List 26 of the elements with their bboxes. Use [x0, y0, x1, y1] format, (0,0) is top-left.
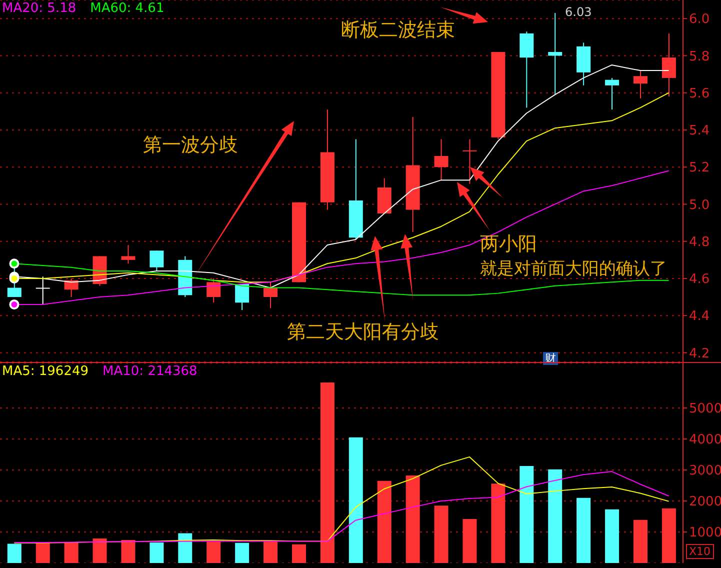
text: MA20: 5.18: [2, 1, 76, 16]
y-tick-label: 5.2: [689, 160, 710, 176]
annotation: 第一波分歧: [143, 134, 238, 157]
y-tick-label: 5.0: [689, 198, 710, 213]
annotation: 6.03: [565, 5, 592, 20]
annotation: 两小阳: [480, 233, 537, 256]
text: X10: [686, 544, 714, 560]
annotation: 第二天大阳有分歧: [287, 321, 439, 344]
y-tick-label: 4.6: [689, 272, 710, 288]
y-tick-label: 4.2: [689, 346, 710, 362]
y-tick-label: 3000: [689, 464, 721, 479]
y-tick-label: 5.6: [689, 86, 710, 102]
y-tick-label: 2000: [689, 494, 721, 510]
y-tick-label: 5.8: [689, 49, 710, 64]
text: MA5: 196249: [2, 364, 89, 379]
y-tick-label: 1000: [689, 526, 721, 541]
y-tick-label: 4.4: [689, 309, 710, 324]
text: MA10: 214368: [102, 364, 198, 379]
annotation: 断板二波结束: [341, 19, 455, 42]
y-tick-label: 5.4: [689, 124, 710, 139]
text: MA60: 4.61: [90, 1, 164, 16]
y-tick-label: 4000: [689, 432, 721, 448]
y-tick-label: 6.0: [689, 12, 710, 28]
y-tick-label: 4.8: [689, 234, 710, 250]
y-tick-label: 5000: [689, 402, 721, 417]
annotation: 就是对前面大阳的确认了: [480, 259, 667, 280]
